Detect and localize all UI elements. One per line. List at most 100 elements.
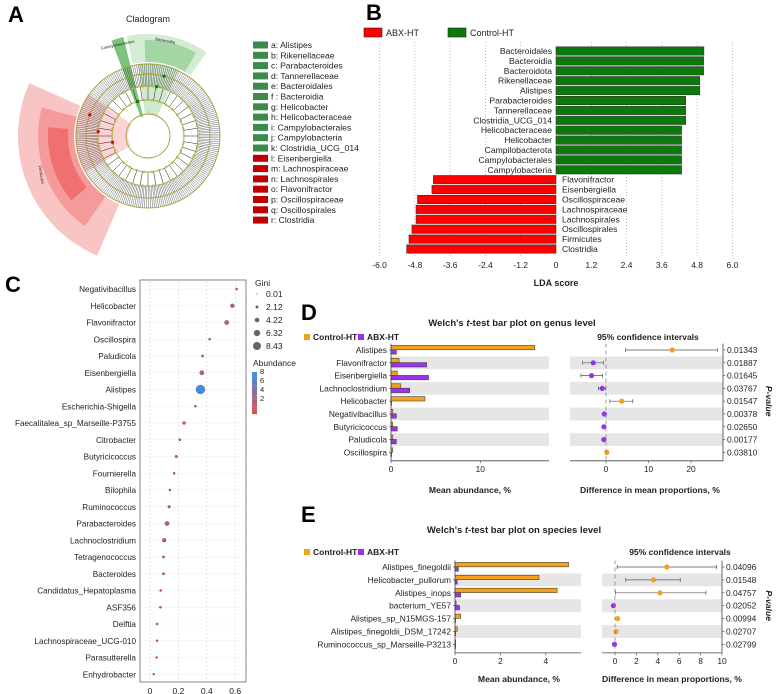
cladogram-branch <box>112 161 123 172</box>
p-value-label: 0.02707 <box>726 627 757 637</box>
cladogram-branch <box>180 173 195 191</box>
cladogram-branch <box>76 128 99 132</box>
cladogram-branch <box>136 185 141 208</box>
cladogram-branch <box>108 177 121 197</box>
bar-label: Campylobacterales <box>478 155 552 165</box>
cladogram-branch <box>197 129 220 132</box>
cladogram-branch <box>126 67 134 89</box>
cladogram-branch <box>82 105 103 116</box>
x-axis-title-left: Mean abundance, % <box>429 485 511 495</box>
row-band <box>391 356 549 370</box>
y-tick-label: Flavonifractor <box>86 319 136 328</box>
cladogram-node <box>181 142 185 145</box>
lda-bar <box>411 224 557 234</box>
row-band <box>570 356 723 370</box>
cladogram-branch <box>98 83 115 100</box>
panel-c-gini-dotplot: 0 0.2 0.4 0.6 Negativibacillus Helicobacter Fl… <box>15 278 296 694</box>
cladogram-branch <box>120 69 130 90</box>
category-label: Helicobacter_pullorum <box>368 575 451 585</box>
cladogram-branch <box>110 178 122 198</box>
cladogram-branch <box>76 140 99 144</box>
y-tick-label: Paludicola <box>98 352 136 361</box>
bacteroidales-sector <box>144 40 196 72</box>
legend-swatch <box>253 175 268 183</box>
lda-bar <box>555 165 682 175</box>
cladogram-branch <box>119 69 129 91</box>
y-tick-label: Fournierella <box>93 469 137 478</box>
gini-point <box>182 421 186 425</box>
cladogram-node <box>192 114 195 117</box>
diff-point <box>611 641 618 648</box>
y-tick-label: Bacteroides <box>93 570 136 579</box>
category-label: bacterium_YE57 <box>389 601 451 611</box>
legend-label-control: Control-HT <box>470 28 515 38</box>
lda-bar <box>415 214 557 224</box>
cladogram-node <box>187 105 190 108</box>
cladogram-node <box>106 105 109 108</box>
colorbar-segment <box>252 390 257 394</box>
x-tick-label: -4.8 <box>408 260 423 270</box>
y-tick-label: Lachnospiraceae_UCG-010 <box>35 637 137 646</box>
diff-point <box>657 590 663 596</box>
cladogram-branch <box>163 183 171 205</box>
p-value-label: 0.02052 <box>726 601 757 611</box>
cladogram-ring <box>85 73 211 199</box>
diff-point <box>619 398 625 404</box>
cladogram-node <box>170 107 174 111</box>
cladogram-legend-item: p: Oscillospiraceae <box>271 195 344 205</box>
cladogram-branch <box>189 163 209 176</box>
cladogram-branch <box>132 184 138 207</box>
bar-label: Alistipes <box>520 86 552 96</box>
cladogram-node <box>187 164 190 167</box>
diff-point <box>669 347 675 353</box>
y-tick-label: Helicobacter <box>90 302 136 311</box>
cladogram-branch <box>108 75 121 95</box>
cladogram-node <box>117 155 121 159</box>
lda-bar <box>555 66 704 76</box>
cladogram-node <box>157 100 161 104</box>
cladogram-node <box>131 87 134 90</box>
colorbar-segment <box>252 399 257 402</box>
x-tick-label: 0.4 <box>201 686 213 694</box>
x-tick-label: 2 <box>634 656 639 666</box>
cladogram-branch <box>149 185 151 208</box>
cladogram-branch <box>191 99 211 111</box>
cladogram-branch <box>105 77 119 96</box>
colorbar-segment <box>252 378 257 381</box>
cladogram-branch <box>86 98 106 111</box>
cladogram-branch <box>107 106 120 116</box>
cladogram-node <box>97 124 101 127</box>
x-axis-title: LDA score <box>534 278 579 288</box>
lda-bar <box>555 76 701 86</box>
y-tick-label: Parabacteroides <box>76 520 136 529</box>
cladogram-branch <box>140 64 143 87</box>
title-part: Welch's <box>427 525 465 536</box>
cladogram-branch <box>92 167 110 182</box>
cladogram-branch <box>153 171 157 186</box>
bar-label: Lachnospirales <box>562 214 620 224</box>
cladogram-title: Cladogram <box>126 14 170 24</box>
cladogram-branch <box>173 178 186 198</box>
cladogram-branch <box>98 127 113 131</box>
x-tick-label: 2.4 <box>621 260 633 270</box>
abx-bar <box>390 413 397 419</box>
cladogram-node-abx <box>88 113 92 117</box>
legend-swatch-control <box>447 27 467 38</box>
cladogram-branch <box>171 72 182 92</box>
row-band <box>391 382 549 395</box>
cladogram-branch <box>164 183 173 204</box>
gini-point <box>224 320 230 325</box>
panel-label-e: E <box>301 502 316 527</box>
lda-bar <box>555 155 682 165</box>
gini-point <box>159 605 162 609</box>
legend-swatch-abx <box>358 334 364 340</box>
size-legend-dot <box>253 329 261 337</box>
cladogram-branch <box>149 64 151 87</box>
row-band <box>570 382 723 395</box>
cladogram-branch <box>97 171 114 188</box>
cladogram-branch <box>79 150 101 157</box>
cladogram-branch <box>79 151 101 159</box>
cladogram-branch <box>158 170 164 184</box>
x-tick-label: 20 <box>686 464 696 474</box>
control-bar <box>390 383 402 389</box>
